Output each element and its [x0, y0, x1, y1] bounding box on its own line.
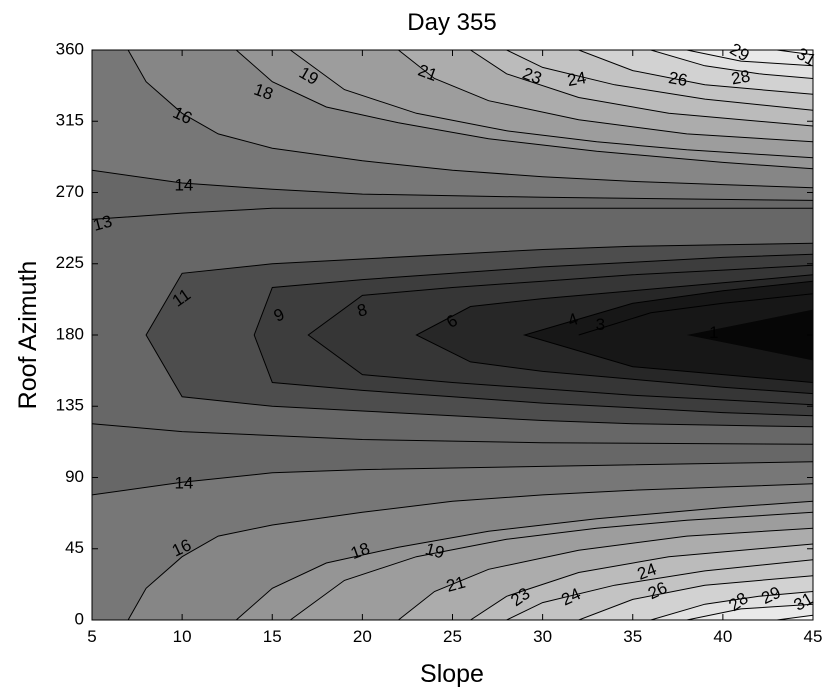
x-tick-label: 40	[713, 627, 732, 646]
contour-band-1	[686, 309, 813, 361]
x-axis: 5 10 15 20 25 30 35 40 45	[87, 50, 822, 646]
contour-label: 14	[174, 176, 193, 195]
contour-label: 28	[730, 67, 752, 89]
x-tick-label: 25	[443, 627, 462, 646]
y-axis-label: Roof Azimuth	[14, 261, 42, 410]
x-axis-label: Slope	[420, 660, 484, 688]
contour-line-13	[92, 207, 813, 220]
y-axis: 0 45 90 135 180 225 270 315 360	[56, 39, 813, 628]
contour-line-23	[470, 50, 813, 127]
contour-line-29	[686, 50, 813, 67]
y-tick-label: 0	[75, 609, 84, 628]
contour-line-6	[415, 274, 813, 395]
contour-line-31	[776, 50, 813, 56]
y-tick-label: 360	[56, 39, 84, 58]
contour-line-28	[650, 50, 813, 79]
x-tick-label: 30	[533, 627, 552, 646]
contour-line-13	[92, 423, 813, 445]
y-tick-label: 180	[56, 324, 84, 343]
y-tick-label: 315	[56, 111, 84, 130]
contour-lines	[92, 50, 813, 620]
contour-line-11	[145, 242, 813, 428]
contour-label: 21	[444, 573, 467, 596]
contour-line-28	[650, 591, 813, 620]
contour-line-3	[578, 293, 813, 336]
x-tick-label: 5	[87, 627, 96, 646]
contour-line-26	[578, 575, 813, 620]
x-tick-label: 20	[353, 627, 372, 646]
plot-area: 1346891113141416161818191921212323242424…	[91, 39, 819, 621]
contour-label: 14	[174, 473, 193, 492]
contour-label: 3	[596, 315, 605, 334]
contour-line-19	[290, 50, 813, 159]
x-tick-label: 15	[263, 627, 282, 646]
contour-line-24	[506, 50, 813, 111]
y-tick-label: 225	[56, 253, 84, 272]
contour-line-8	[307, 264, 813, 406]
contour-line-31	[776, 614, 813, 620]
contour-label: 26	[667, 68, 689, 90]
contour-label: 13	[91, 212, 114, 235]
y-tick-label: 90	[65, 467, 84, 486]
contour-line-16	[127, 483, 813, 620]
contour-line-9	[253, 253, 813, 417]
contour-label: 24	[566, 68, 588, 90]
contour-band-4	[524, 281, 813, 383]
contour-line-21	[398, 50, 813, 143]
contour-line-26	[578, 50, 813, 95]
contour-line-16	[127, 50, 813, 189]
contour-line-21	[398, 527, 813, 620]
contour-line-18	[235, 50, 813, 170]
contour-line-4	[522, 280, 813, 383]
contour-line-23	[470, 543, 813, 620]
y-tick-label: 270	[56, 182, 84, 201]
x-tick-label: 10	[173, 627, 192, 646]
x-tick-label: 45	[804, 627, 823, 646]
contour-line-18	[235, 500, 813, 620]
contour-band-29	[686, 604, 813, 620]
y-tick-label: 135	[56, 396, 84, 415]
contour-label: 1	[709, 323, 718, 342]
x-tick-label: 35	[623, 627, 642, 646]
contour-line-14	[92, 169, 813, 201]
contour-label: 19	[423, 539, 446, 562]
y-tick-label: 45	[65, 538, 84, 557]
contour-line-14	[92, 461, 813, 496]
contour-line-19	[290, 511, 813, 620]
contour-line-24	[506, 559, 813, 620]
contour-line-29	[686, 603, 813, 620]
chart-title: Day 355	[407, 9, 496, 36]
contour-band-29	[686, 50, 813, 66]
